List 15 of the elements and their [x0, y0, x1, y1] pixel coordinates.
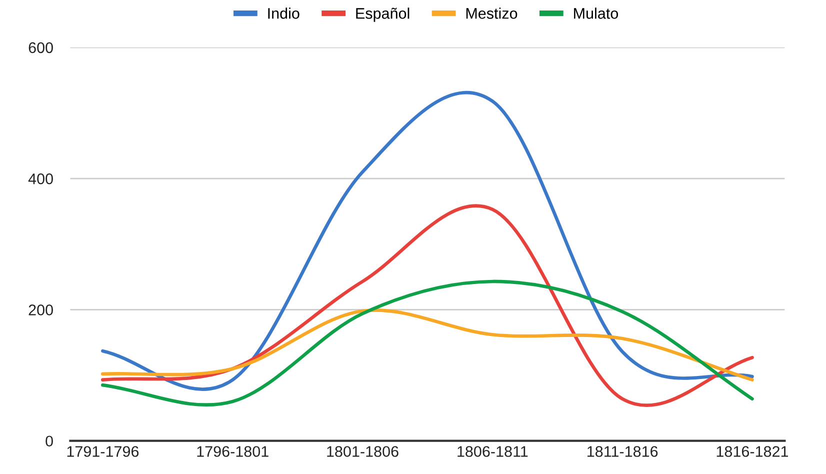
legend-label: Mestizo [466, 8, 518, 19]
legend-label: Mulato [574, 8, 618, 19]
x-tick-label: 1816-1821 [716, 446, 788, 457]
y-tick-label: 0 [46, 436, 53, 447]
y-tick-label: 400 [28, 173, 53, 184]
x-tick-label: 1811-1816 [588, 446, 658, 457]
legend-label: Indio [268, 8, 300, 19]
y-tick-label: 600 [28, 42, 53, 54]
x-tick-label: 1796-1801 [197, 446, 268, 457]
line-series [101, 308, 754, 382]
x-tick-label: 1791-1796 [67, 446, 139, 457]
y-tick-label: 200 [28, 304, 53, 316]
x-tick-label: 1806-1811 [458, 446, 528, 457]
x-tick-label: 1801-1806 [327, 446, 398, 457]
legend-label: Español [356, 8, 410, 22]
